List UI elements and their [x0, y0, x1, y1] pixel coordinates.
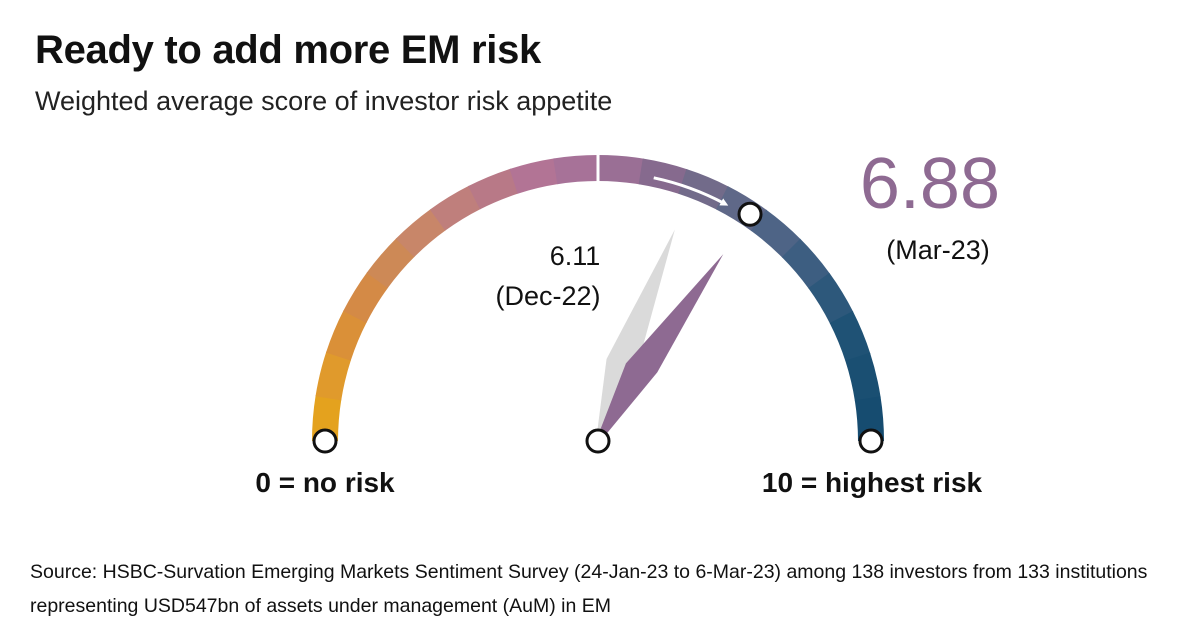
- chart-subtitle: Weighted average score of investor risk …: [35, 86, 613, 116]
- gauge-arc-segment: [781, 238, 831, 290]
- needle-previous: [596, 229, 675, 442]
- needle-current: [596, 254, 724, 443]
- gauge-arc-segment: [366, 237, 416, 289]
- gauge-arc-segment: [325, 310, 367, 361]
- gauge-arc-segment: [468, 168, 519, 210]
- gauge-arc-segment: [343, 271, 389, 324]
- gauge-arc-segment: [395, 208, 447, 258]
- scale-min-marker: [312, 428, 338, 454]
- gauge-arc-segment: [829, 311, 871, 362]
- gauge-chart: 6.11 (Dec-22) 6.88 (Mar-23) 0 = no risk …: [255, 144, 1000, 498]
- gauge-arc-segment: [597, 155, 644, 185]
- gauge-arc-segment: [808, 272, 854, 325]
- gauge-arc-segment: [553, 154, 600, 185]
- scale-max-marker: [858, 428, 884, 454]
- gauge-arc-segment: [315, 351, 352, 401]
- current-period-label: (Mar-23): [886, 235, 990, 265]
- previous-value-label: 6.11: [550, 241, 601, 271]
- progress-arrow-icon: [653, 176, 729, 206]
- current-value-marker: [737, 201, 763, 227]
- scale-min-label: 0 = no risk: [255, 467, 395, 498]
- gauge-arc-segment: [845, 352, 881, 402]
- current-value-label: 6.88: [860, 144, 1000, 224]
- source-note: Source: HSBC-Survation Emerging Markets …: [30, 561, 1148, 617]
- gauge-arc-segment: [750, 209, 802, 259]
- gauge-arc-segment: [509, 158, 559, 194]
- needle-pivot: [585, 428, 611, 454]
- gauge-arc-segment: [678, 168, 729, 210]
- previous-period-label: (Dec-22): [495, 281, 600, 311]
- chart-title: Ready to add more EM risk: [35, 28, 541, 72]
- gauge-arc: [312, 154, 884, 442]
- gauge-arc-segment: [429, 185, 482, 231]
- scale-max-label: 10 = highest risk: [762, 467, 983, 498]
